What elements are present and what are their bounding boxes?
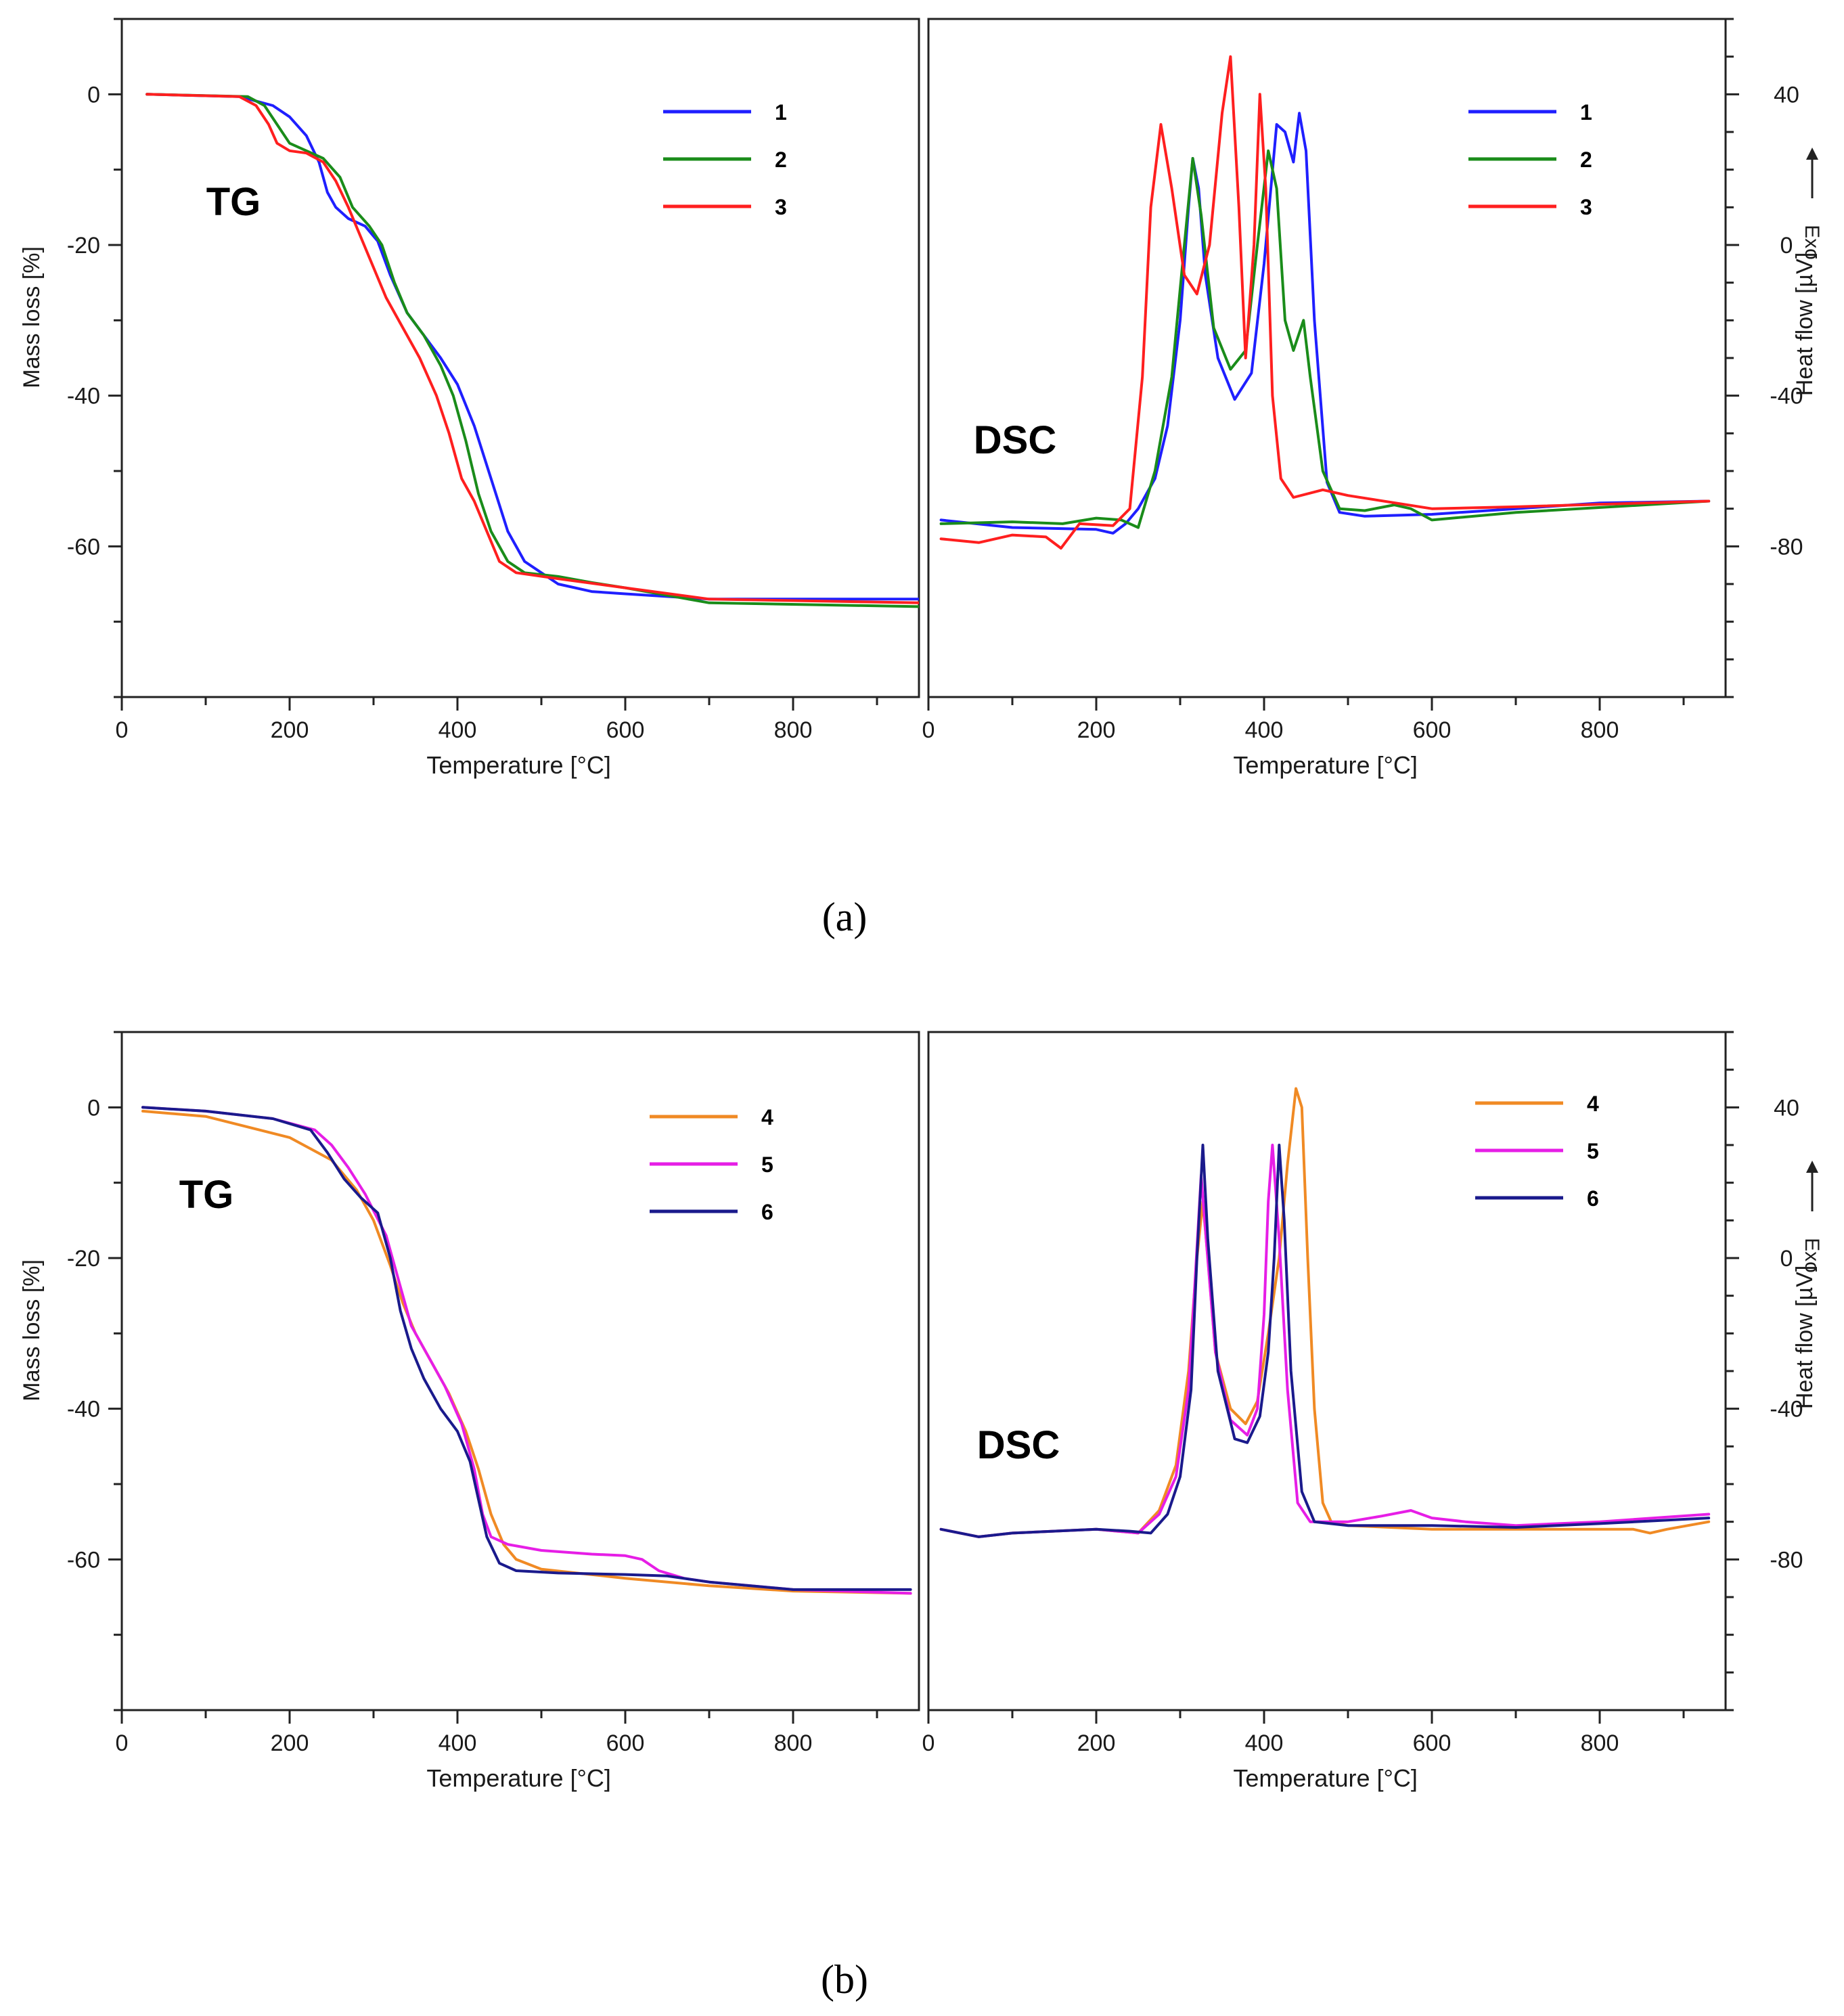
y-tick-label: 40 [1774, 82, 1799, 108]
y-tick-label: -40 [67, 1397, 100, 1423]
y-tick-label: -60 [67, 534, 100, 560]
x-tick-label: 800 [1581, 1730, 1619, 1756]
x-tick-label: 600 [606, 1730, 645, 1756]
chart-title: DSC [977, 1423, 1060, 1467]
x-tick-label: 400 [1245, 717, 1284, 743]
y-tick-label: -40 [1770, 1397, 1803, 1423]
x-axis-label: Temperature [°C] [426, 1764, 611, 1792]
x-axis-label: Temperature [°C] [426, 751, 611, 779]
x-tick-label: 600 [1413, 717, 1452, 743]
chart-title: DSC [974, 418, 1056, 462]
x-tick-label: 200 [1077, 717, 1116, 743]
legend-label-2: 2 [775, 148, 787, 172]
y-axis-label: Heat flow [µV] [1792, 252, 1818, 396]
x-tick-label: 0 [922, 1730, 935, 1756]
legend-label-6: 6 [761, 1200, 773, 1224]
series-line-4 [939, 1087, 1711, 1538]
y-tick-label: -40 [1770, 384, 1803, 409]
x-tick-label: 0 [116, 717, 129, 743]
x-tick-label: 200 [1077, 1730, 1116, 1756]
chart-title: TG [179, 1173, 234, 1217]
x-tick-label: 800 [774, 717, 813, 743]
x-tick-label: 200 [271, 1730, 309, 1756]
y-tick-label: 0 [87, 1095, 100, 1121]
series-line-3 [939, 55, 1711, 550]
y-tick-label: 0 [1780, 233, 1793, 259]
y-tick-label: -20 [67, 1246, 100, 1272]
legend-label-1: 1 [775, 100, 787, 125]
exo-label: Exo [1801, 1238, 1823, 1273]
series-line-1 [939, 112, 1711, 535]
legend-label-5: 5 [761, 1152, 773, 1177]
x-tick-label: 600 [606, 717, 645, 743]
y-tick-label: -40 [67, 384, 100, 409]
legend-label-4: 4 [1587, 1092, 1599, 1116]
panel-b-tg-chart: 0 200 400 600 800 Temperature [°C] 0 -20 -40 -60 M… [19, 1031, 920, 1792]
y-tick-label: 0 [87, 82, 100, 108]
x-tick-label: 400 [1245, 1730, 1284, 1756]
x-tick-label: 400 [438, 1730, 477, 1756]
exo-label: Exo [1801, 225, 1823, 260]
x-tick-label: 400 [438, 717, 477, 743]
y-tick-label: -80 [1770, 534, 1803, 560]
y-tick-label: -60 [67, 1547, 100, 1573]
x-axis-label: Temperature [°C] [1233, 751, 1418, 779]
x-tick-label: 800 [1581, 717, 1619, 743]
x-tick-label: 0 [922, 717, 935, 743]
series-line-3 [145, 93, 919, 604]
y-axis-label: Mass loss [%] [19, 1259, 45, 1402]
caption-a: (a) [822, 895, 868, 939]
y-tick-label: 0 [1780, 1246, 1793, 1272]
x-axis-label: Temperature [°C] [1233, 1764, 1418, 1792]
y-tick-label: 40 [1774, 1095, 1799, 1121]
legend-label-1: 1 [1580, 100, 1592, 125]
legend-label-4: 4 [761, 1105, 773, 1129]
x-tick-label: 800 [774, 1730, 813, 1756]
series-line-2 [939, 149, 1711, 529]
legend-label-3: 3 [1580, 195, 1592, 219]
legend-label-6: 6 [1587, 1186, 1599, 1211]
series-line-6 [141, 1106, 912, 1591]
y-tick-label: -20 [67, 233, 100, 259]
y-axis-label: Heat flow [µV] [1792, 1265, 1818, 1409]
series-line-2 [145, 93, 919, 608]
x-tick-label: 200 [271, 717, 309, 743]
y-axis-label: Mass loss [%] [19, 246, 45, 388]
panel-a-tg-chart: 0 200 400 600 800 Temperature [°C] 0 -20 -40 -60 M… [19, 18, 920, 779]
legend-label-2: 2 [1580, 148, 1592, 172]
series-line-5 [939, 1144, 1711, 1538]
caption-b: (b) [821, 1957, 868, 2002]
series-line-5 [141, 1106, 912, 1595]
exo-arrowhead-icon [1806, 1161, 1818, 1173]
legend-label-5: 5 [1587, 1139, 1599, 1163]
legend-label-3: 3 [775, 195, 787, 219]
series-line-6 [939, 1144, 1711, 1538]
y-tick-label: -80 [1770, 1547, 1803, 1573]
exo-arrowhead-icon [1806, 148, 1818, 160]
x-tick-label: 0 [116, 1730, 129, 1756]
x-tick-label: 600 [1413, 1730, 1452, 1756]
chart-title: TG [206, 180, 261, 224]
